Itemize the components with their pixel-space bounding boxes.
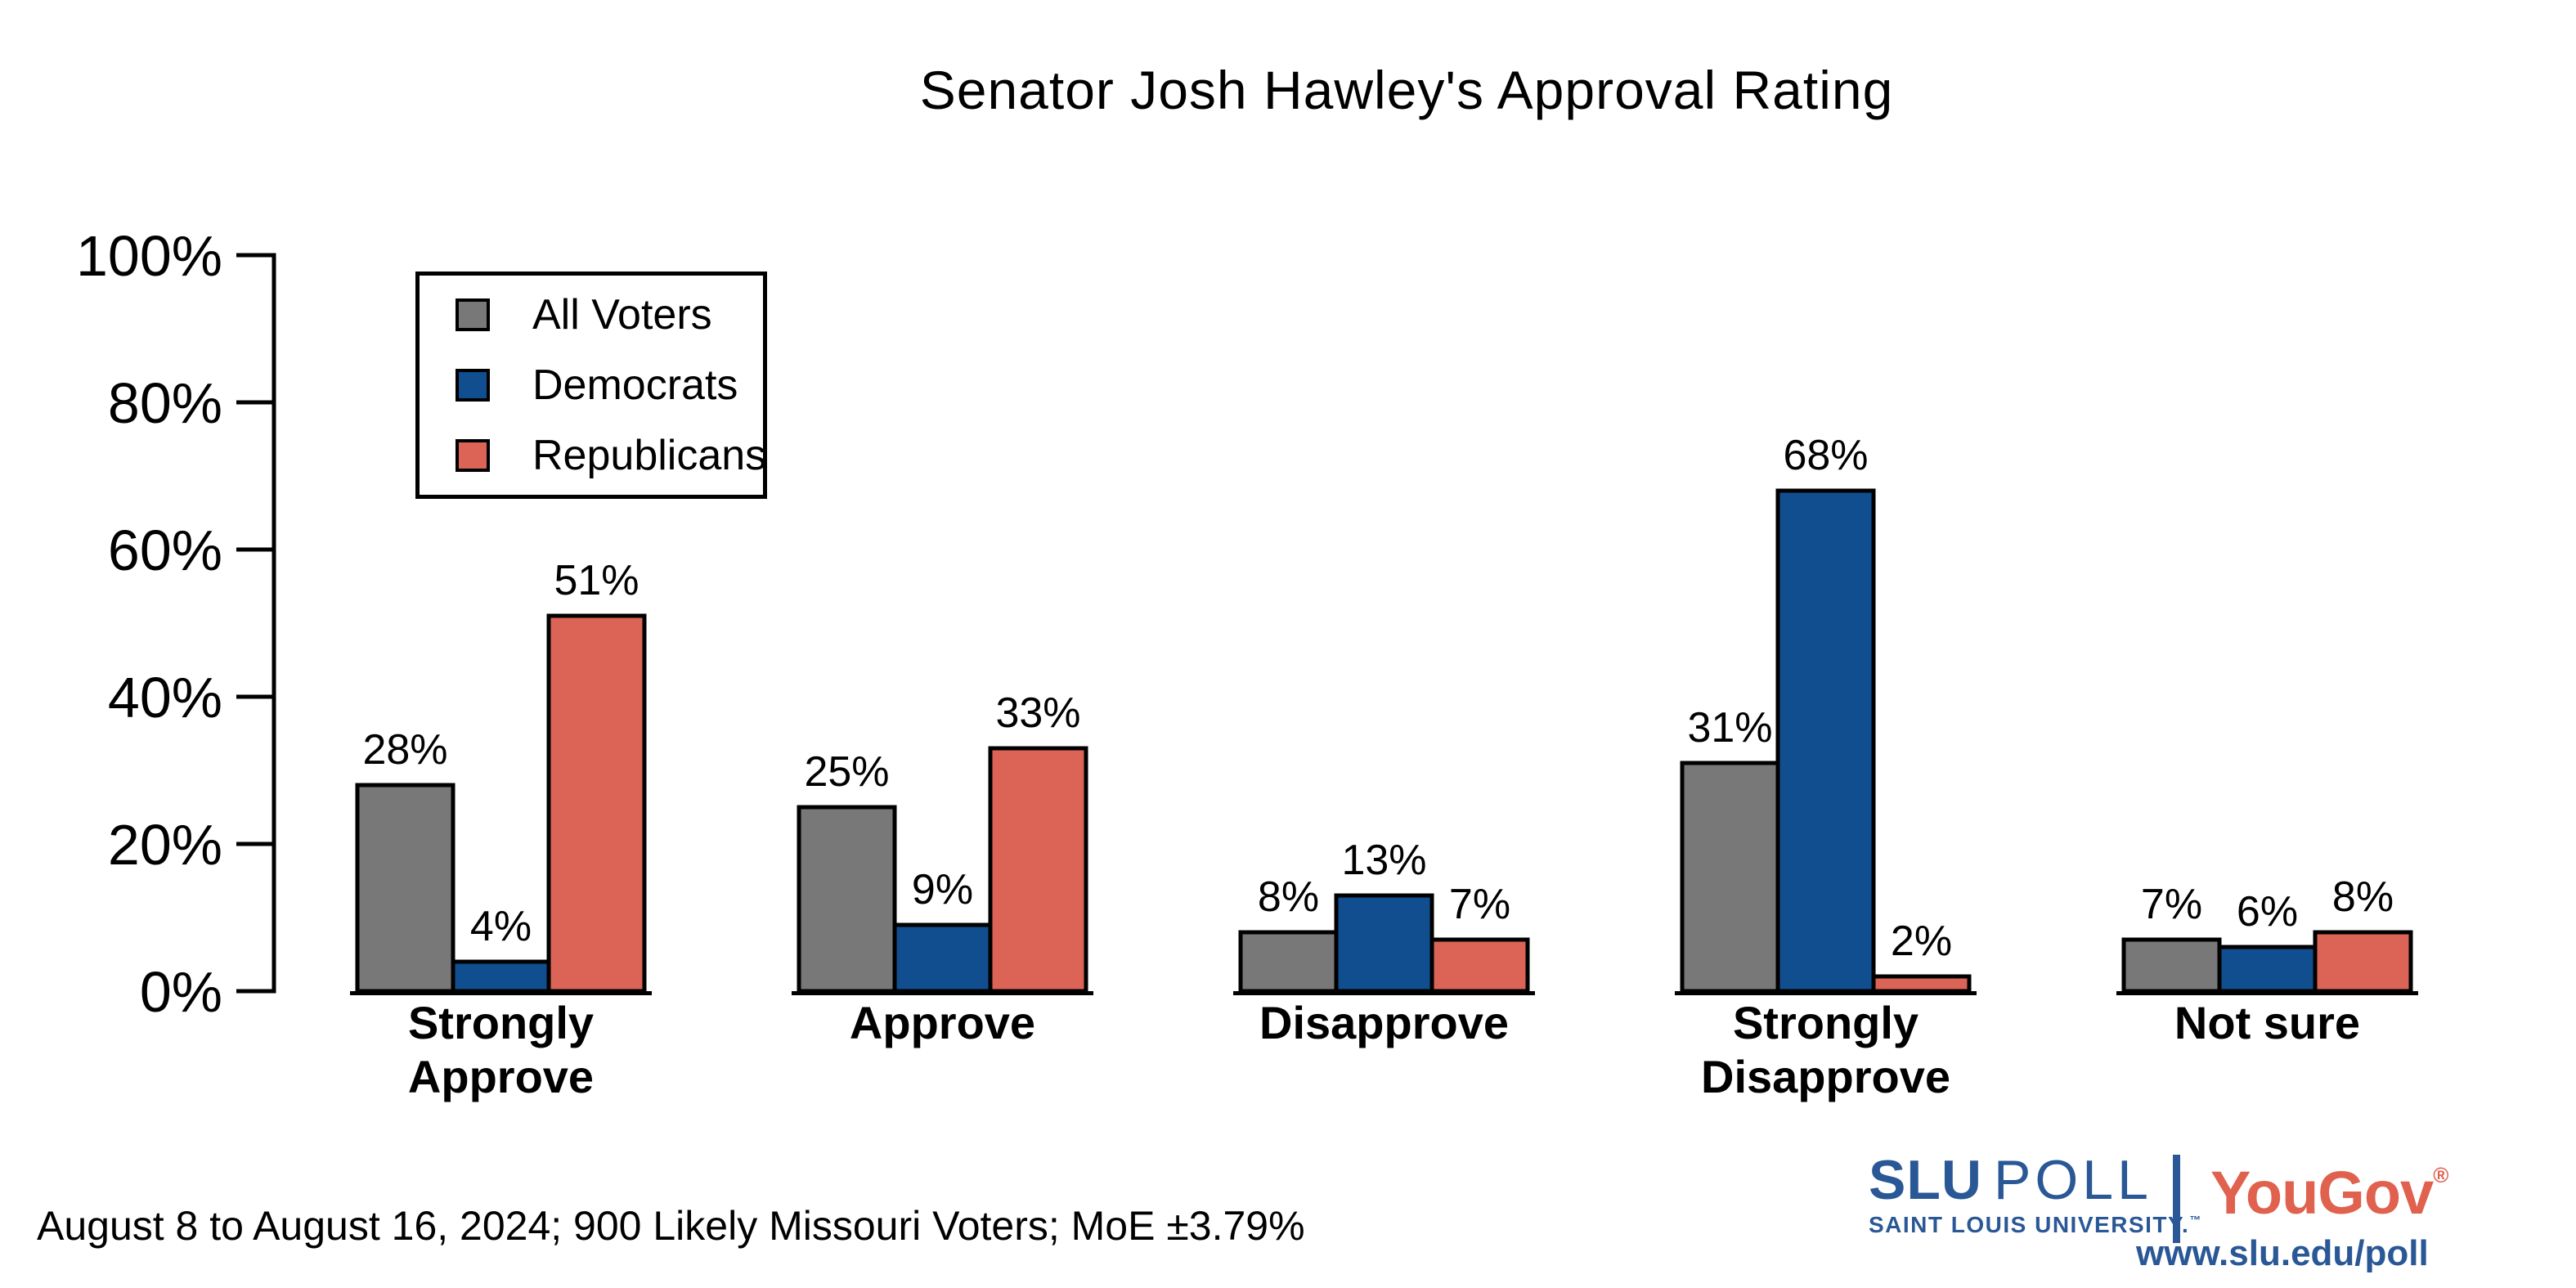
bar-republicans-strongly-approve bbox=[546, 613, 647, 994]
democrats-swatch-icon bbox=[456, 369, 490, 402]
chart-title: Senator Josh Hawley's Approval Rating bbox=[919, 60, 1894, 120]
all-voters-swatch-icon bbox=[456, 298, 490, 331]
bar-republicans-approve bbox=[988, 746, 1088, 994]
chart-legend: All Voters Democrats Republicans bbox=[415, 272, 767, 499]
legend-item-republicans: Republicans bbox=[456, 431, 767, 480]
legend-label-all-voters: All Voters bbox=[532, 291, 712, 339]
bar-all-voters-strongly-approve bbox=[355, 783, 456, 994]
bar-value-label: 4% bbox=[470, 903, 532, 950]
legend-item-democrats: Democrats bbox=[456, 361, 763, 410]
bar-value-label: 7% bbox=[2141, 881, 2202, 928]
trademark-symbol: ™ bbox=[2189, 1213, 2202, 1227]
yougov-logo-text: YouGov bbox=[2210, 1159, 2434, 1227]
bar-value-label: 28% bbox=[362, 726, 447, 774]
bar-value-label: 25% bbox=[804, 748, 889, 796]
y-axis-tick-label: 20% bbox=[108, 813, 222, 877]
bar-democrats-approve bbox=[892, 922, 993, 994]
slu-poll-logo: SLU POLL bbox=[1869, 1148, 2152, 1212]
bar-value-label: 9% bbox=[912, 866, 973, 913]
category-label: Disapprove bbox=[1259, 997, 1509, 1048]
bar-value-label: 13% bbox=[1341, 837, 1426, 884]
bar-value-label: 33% bbox=[995, 689, 1080, 737]
bar-value-label: 8% bbox=[1258, 873, 1319, 921]
saint-louis-university-text: SAINT LOUIS UNIVERSITY.™ bbox=[1869, 1212, 2202, 1238]
slu-poll-url: www.slu.edu/poll bbox=[2136, 1233, 2429, 1273]
bar-democrats-strongly-disapprove bbox=[1775, 488, 1876, 994]
bar-republicans-not-sure bbox=[2313, 930, 2413, 994]
bar-value-label: 68% bbox=[1783, 432, 1868, 479]
category-label: Not sure bbox=[2174, 997, 2360, 1048]
category-label: Approve bbox=[850, 997, 1035, 1048]
bar-all-voters-disapprove bbox=[1238, 930, 1339, 994]
republicans-swatch-icon bbox=[456, 439, 490, 472]
poll-logo-text: POLL bbox=[1994, 1149, 2152, 1211]
bar-value-label: 7% bbox=[1449, 881, 1510, 928]
y-axis-tick-label: 60% bbox=[108, 518, 222, 582]
bar-democrats-strongly-approve bbox=[451, 959, 551, 994]
university-label: SAINT LOUIS UNIVERSITY. bbox=[1869, 1212, 2190, 1237]
y-axis-tick-label: 0% bbox=[140, 960, 222, 1024]
legend-label-republicans: Republicans bbox=[532, 432, 767, 479]
methodology-note: August 8 to August 16, 2024; 900 Likely … bbox=[37, 1203, 1305, 1249]
logo-divider bbox=[2173, 1155, 2180, 1243]
legend-item-all-voters: All Voters bbox=[456, 290, 763, 339]
bar-republicans-disapprove bbox=[1429, 937, 1530, 994]
bar-value-label: 8% bbox=[2332, 873, 2394, 921]
y-axis-tick-label: 100% bbox=[76, 224, 222, 288]
category-label: Strongly Disapprove bbox=[1701, 997, 1950, 1102]
bar-democrats-not-sure bbox=[2217, 945, 2318, 994]
legend-label-democrats: Democrats bbox=[532, 361, 738, 409]
bar-value-label: 51% bbox=[554, 557, 639, 604]
bar-value-label: 6% bbox=[2237, 888, 2298, 936]
bar-all-voters-not-sure bbox=[2121, 937, 2222, 994]
y-axis-tick-label: 40% bbox=[108, 666, 222, 729]
bar-democrats-disapprove bbox=[1334, 893, 1434, 994]
bar-value-label: 31% bbox=[1687, 704, 1772, 752]
yougov-logo: YouGov® bbox=[2210, 1158, 2448, 1227]
bar-all-voters-approve bbox=[797, 805, 897, 994]
y-axis-tick-label: 80% bbox=[108, 371, 222, 435]
registered-symbol: ® bbox=[2433, 1163, 2448, 1187]
bar-republicans-strongly-disapprove bbox=[1871, 974, 1972, 994]
bar-value-label: 2% bbox=[1891, 918, 1952, 965]
slu-logo-text: SLU bbox=[1869, 1149, 1982, 1211]
bar-all-voters-strongly-disapprove bbox=[1680, 761, 1780, 994]
category-label: Strongly Approve bbox=[408, 997, 594, 1102]
